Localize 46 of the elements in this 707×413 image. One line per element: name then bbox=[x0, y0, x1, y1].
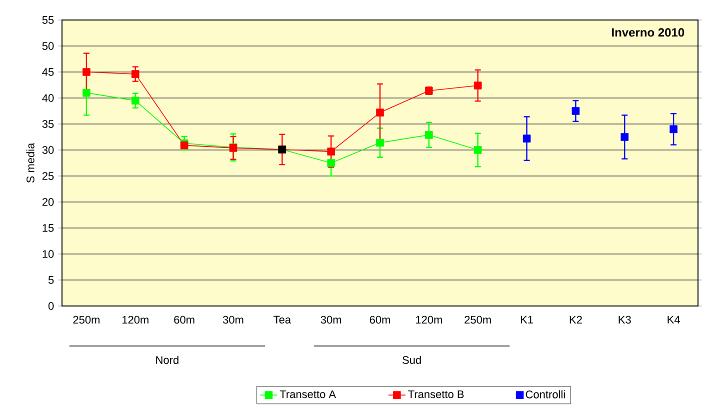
y-tick-label: 0 bbox=[48, 302, 54, 310]
x-tick-label: K1 bbox=[520, 316, 533, 324]
point bbox=[376, 138, 384, 147]
point bbox=[522, 134, 531, 142]
legend-label: Controlli bbox=[526, 390, 565, 398]
text: Sud bbox=[402, 356, 421, 364]
y-tick-label: 50 bbox=[42, 42, 54, 50]
x-tick-label: 120m bbox=[122, 316, 148, 324]
point bbox=[82, 68, 90, 76]
point bbox=[670, 125, 678, 134]
x-tick-label: 250m bbox=[464, 316, 491, 324]
point bbox=[425, 131, 433, 139]
legend-label: Transetto B bbox=[408, 390, 464, 398]
y-axis-title: S media bbox=[26, 142, 34, 183]
x-tick-label: 30m bbox=[222, 316, 244, 324]
y-tick-label: 20 bbox=[42, 198, 54, 206]
y-tick-label: 40 bbox=[42, 94, 54, 102]
x-tick-label: 60m bbox=[370, 316, 390, 324]
text: Nord bbox=[156, 356, 178, 364]
x-tick-label: 60m bbox=[174, 316, 194, 324]
point bbox=[131, 96, 140, 104]
point bbox=[474, 146, 482, 154]
legend-label: Transetto A bbox=[280, 390, 336, 398]
point bbox=[82, 88, 90, 97]
x-tick-label: 120m bbox=[416, 316, 442, 324]
point bbox=[131, 70, 140, 78]
x-tick-label: 250m bbox=[73, 316, 100, 324]
y-tick-label: 25 bbox=[42, 172, 54, 180]
y-tick-label: 15 bbox=[42, 224, 54, 232]
point bbox=[327, 148, 335, 156]
point bbox=[474, 82, 482, 90]
x-tick-label: K3 bbox=[618, 316, 631, 324]
y-tick-label: 55 bbox=[42, 16, 54, 24]
x-tick-label: Tea bbox=[274, 316, 292, 324]
point bbox=[572, 107, 580, 115]
text: Inverno 2010 bbox=[612, 28, 684, 37]
y-tick-label: 45 bbox=[42, 68, 54, 76]
point bbox=[376, 108, 384, 116]
y-tick-label: 5 bbox=[48, 276, 54, 284]
y-tick-label: 30 bbox=[42, 146, 54, 154]
x-tick-label: K2 bbox=[570, 316, 582, 324]
y-tick-label: 10 bbox=[42, 250, 54, 258]
y-tick-label: 35 bbox=[42, 120, 54, 128]
point bbox=[620, 133, 629, 141]
x-tick-label: K4 bbox=[668, 316, 680, 324]
x-tick-label: 30m bbox=[320, 316, 342, 324]
